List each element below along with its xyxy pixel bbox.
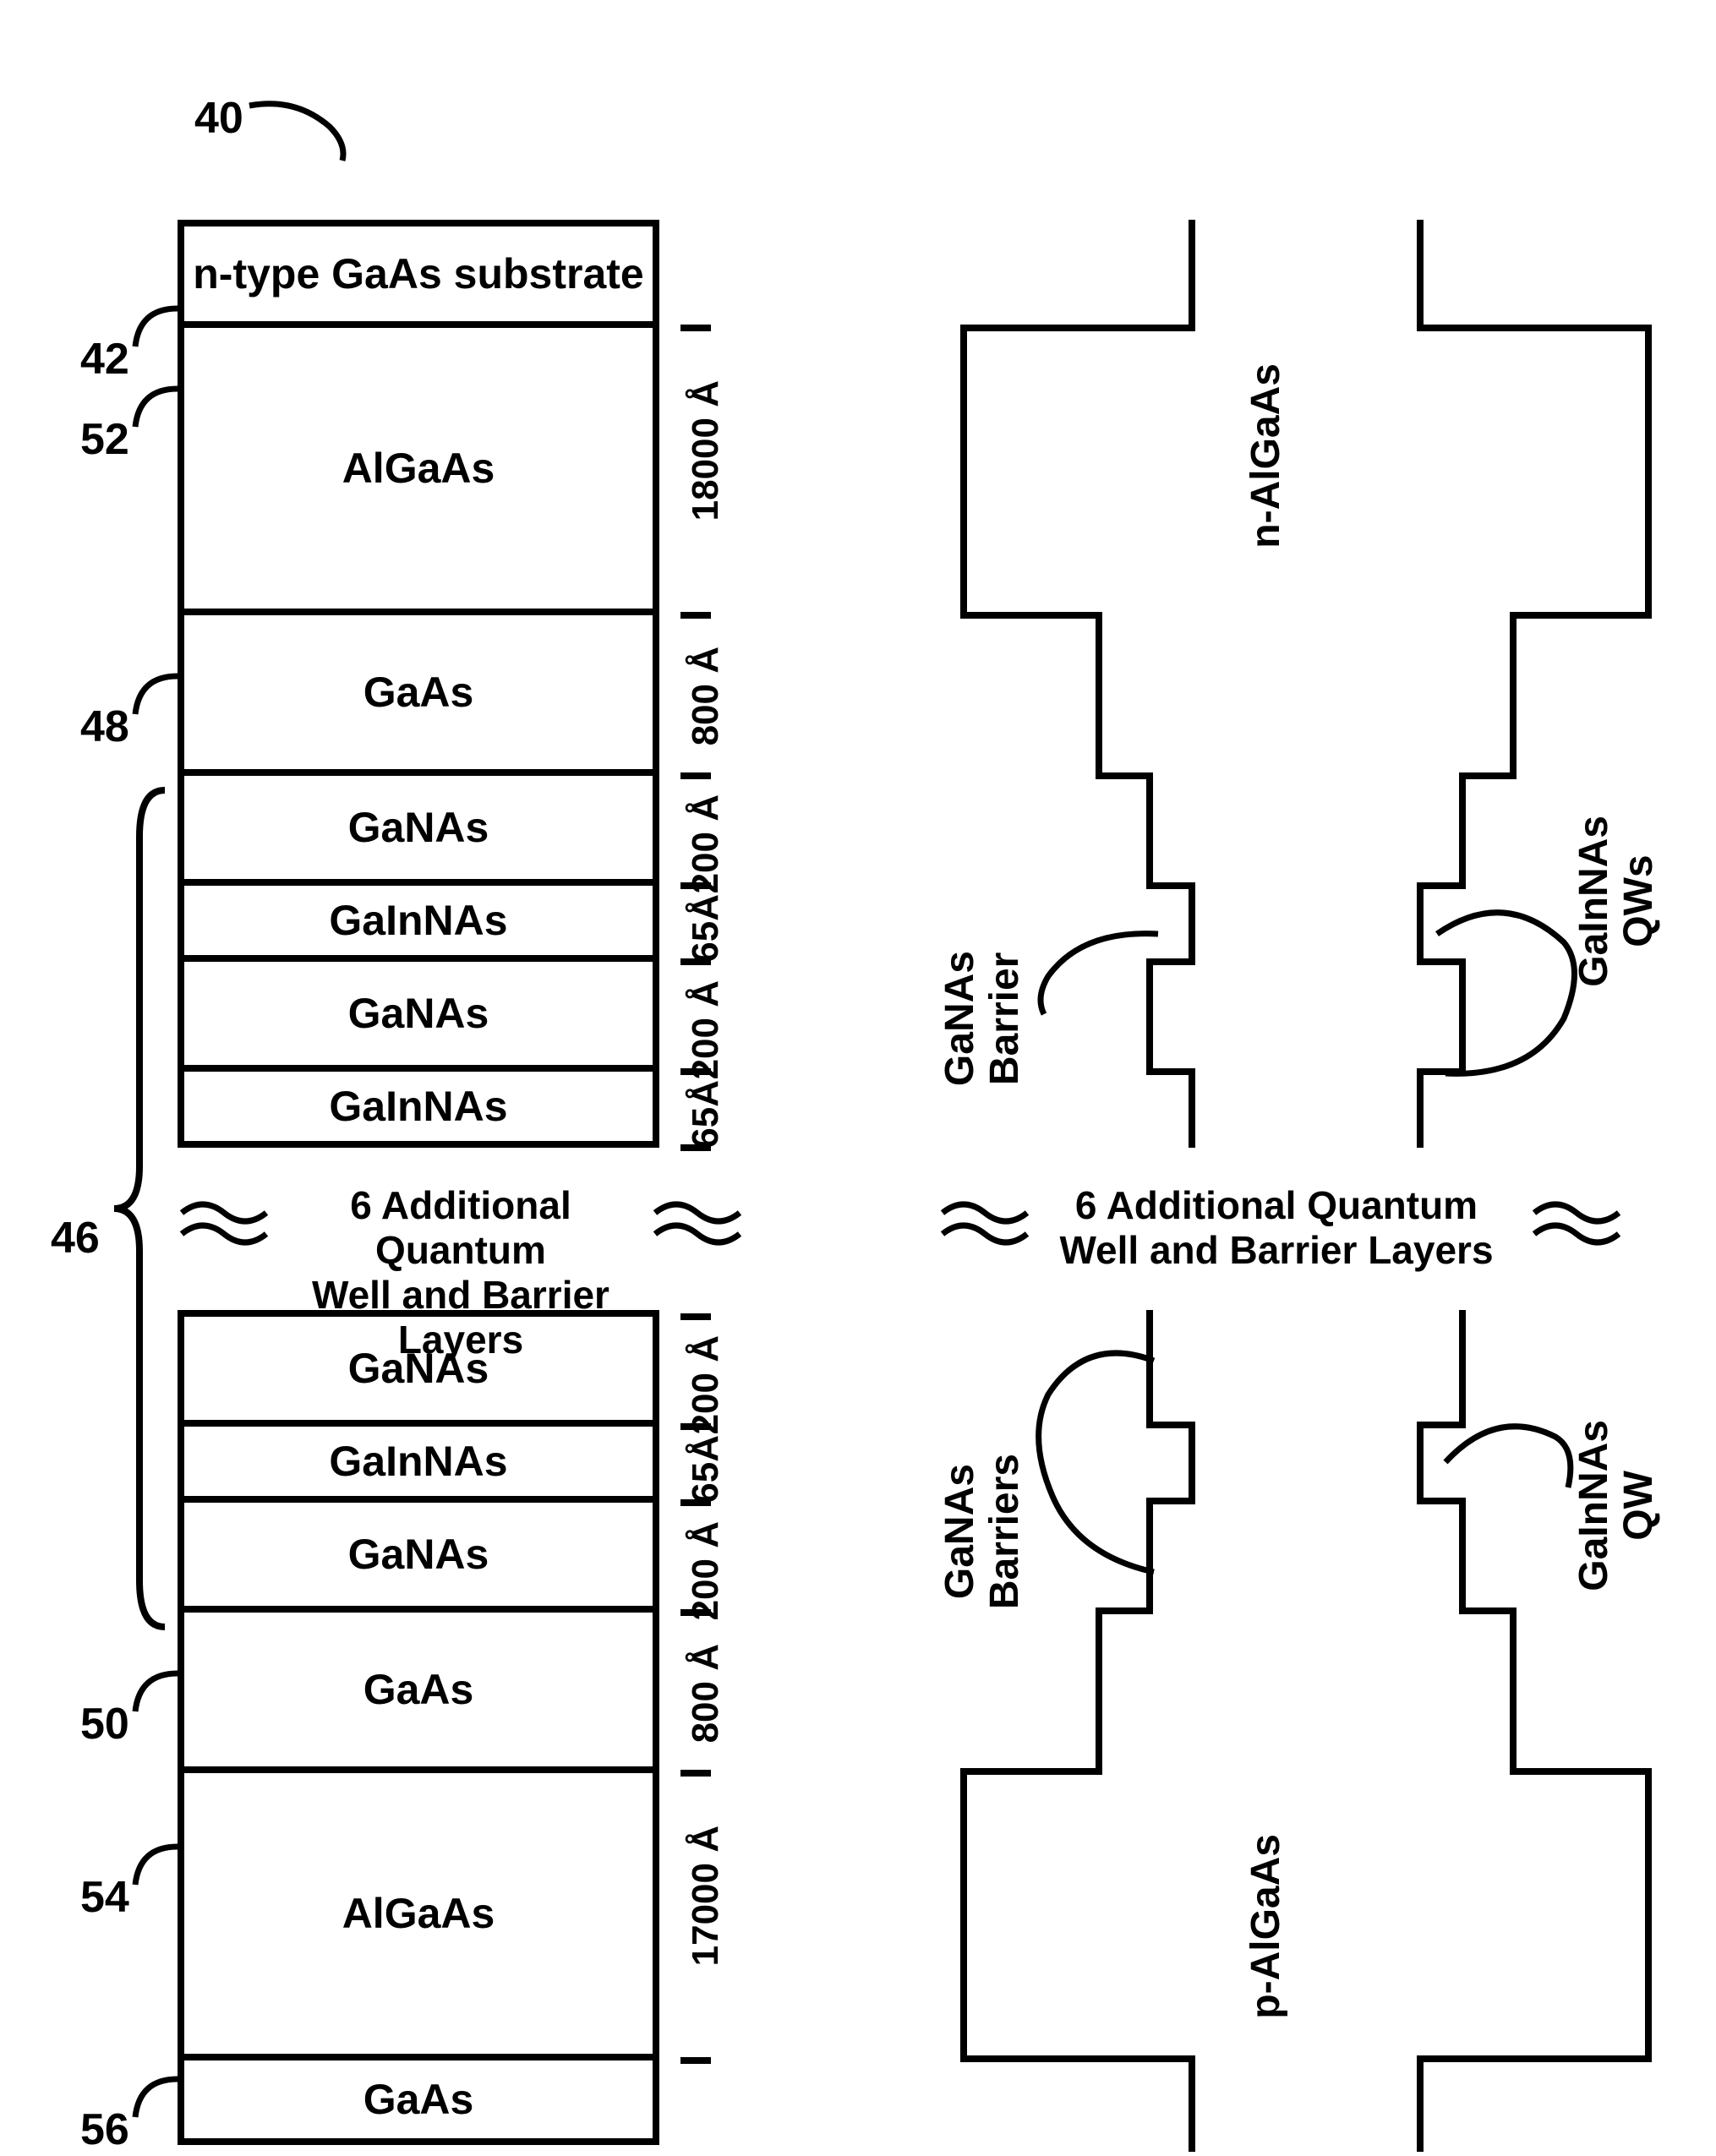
layer-gainnas1-label: GaInNAs	[329, 896, 507, 945]
layer-gainnas2: GaInNAs	[184, 1072, 653, 1148]
layer-gainnas3-label: GaInNAs	[329, 1437, 507, 1486]
tick-10	[680, 1499, 711, 1506]
layer-ganas4-label: GaNAs	[348, 1530, 489, 1579]
layer-algaas2: AlGaAs	[184, 1773, 653, 2060]
layer-gainnas1: GaInNAs	[184, 886, 653, 962]
ref-56: 56	[80, 2104, 129, 2155]
label-gainnas-qws: GaInNAsQWs	[1572, 816, 1662, 987]
ref-40: 40	[194, 93, 243, 144]
thick-gainnas2: 65Å	[685, 1080, 727, 1149]
layer-gainnas2-label: GaInNAs	[329, 1082, 507, 1131]
tilde-left-1	[178, 1192, 279, 1251]
thick-algaas1: 18000 Å	[685, 380, 727, 521]
ref-50: 50	[80, 1699, 129, 1749]
tilde-right-2	[1530, 1192, 1631, 1251]
tick-9	[680, 1423, 711, 1430]
ref-50-hook	[127, 1665, 186, 1716]
tick-6	[680, 1068, 711, 1075]
layer-ganas2: GaNAs	[184, 962, 653, 1072]
ref-40-hook	[245, 93, 355, 165]
thick-gaas1: 800 Å	[685, 647, 727, 745]
layer-gaas1-label: GaAs	[363, 668, 474, 717]
hook-gainnas-qw	[1437, 1403, 1581, 1504]
ref-54: 54	[80, 1872, 129, 1923]
layer-ganas4: GaNAs	[184, 1503, 653, 1613]
tick-8	[680, 1313, 711, 1320]
layer-gaas1: GaAs	[184, 615, 653, 776]
tick-1	[680, 325, 711, 331]
layer-ganas1-label: GaNAs	[348, 803, 489, 852]
tick-12	[680, 1770, 711, 1777]
tick-11	[680, 1609, 711, 1616]
tilde-left-2	[651, 1192, 752, 1251]
thick-ganas3: 200 Å	[685, 1335, 727, 1434]
tick-13	[680, 2057, 711, 2064]
ref-52: 52	[80, 414, 129, 465]
layer-gaas2-label: GaAs	[363, 1665, 474, 1714]
ref-46: 46	[51, 1213, 100, 1264]
thick-ganas4: 200 Å	[685, 1521, 727, 1620]
thick-algaas2: 17000 Å	[685, 1826, 727, 1966]
break-text-right: 6 Additional Quantum Well and Barrier La…	[1057, 1183, 1496, 1273]
layer-substrate: n-type GaAs substrate	[184, 227, 653, 328]
thick-gainnas3: 65Å	[685, 1435, 727, 1504]
layer-ganas2-label: GaNAs	[348, 989, 489, 1038]
layer-gaascap: GaAs	[184, 2060, 653, 2145]
layer-algaas1-label: AlGaAs	[342, 444, 495, 493]
layer-gaas2: GaAs	[184, 1613, 653, 1773]
ref-54-hook	[127, 1838, 186, 1889]
tick-7	[680, 1144, 711, 1151]
tick-2	[680, 612, 711, 619]
layer-gainnas3: GaInNAs	[184, 1427, 653, 1503]
figure-container: 40 n-type GaAs substrate AlGaAs GaAs GaN…	[0, 0, 1716, 2156]
layer-stack-bottom: GaNAs GaInNAs GaNAs GaAs AlGaAs GaAs	[178, 1310, 659, 2145]
thick-ganas2: 200 Å	[685, 980, 727, 1079]
label-ganas-barriers: GaNAsBarriers	[938, 1454, 1028, 1609]
label-gainnas-qw: GaInNAsQW	[1572, 1420, 1662, 1591]
ref-52-hook	[127, 380, 186, 431]
label-n-algaas: n-AlGaAs	[1243, 363, 1289, 549]
tick-5	[680, 958, 711, 965]
layer-algaas1: AlGaAs	[184, 328, 653, 615]
layer-gaascap-label: GaAs	[363, 2075, 474, 2124]
thick-gaas2: 800 Å	[685, 1644, 727, 1743]
tilde-right-1	[938, 1192, 1040, 1251]
tick-3	[680, 772, 711, 779]
hook-gainnas-qws	[1429, 883, 1581, 1094]
layer-ganas3: GaNAs	[184, 1317, 653, 1427]
ref-48: 48	[80, 701, 129, 752]
layer-algaas2-label: AlGaAs	[342, 1889, 495, 1938]
thick-ganas1: 200 Å	[685, 794, 727, 893]
break-text-left-line1: 6 Additional Quantum	[350, 1183, 571, 1272]
layer-ganas3-label: GaNAs	[348, 1344, 489, 1393]
ref-42-hook	[127, 300, 186, 351]
ref-48-hook	[127, 668, 186, 718]
tick-4	[680, 882, 711, 889]
layer-ganas1: GaNAs	[184, 776, 653, 886]
ref-46-brace	[106, 786, 173, 1631]
layer-substrate-label: n-type GaAs substrate	[193, 249, 643, 298]
label-ganas-barrier: GaNAsBarrier	[938, 951, 1028, 1086]
ref-42: 42	[80, 334, 129, 385]
layer-stack-top: n-type GaAs substrate AlGaAs GaAs GaNAs …	[178, 220, 659, 1148]
label-p-algaas: p-AlGaAs	[1243, 1834, 1289, 2019]
thick-gainnas1: 65Å	[685, 894, 727, 963]
ref-56-hook	[127, 2071, 186, 2121]
hook-ganas-barrier	[1031, 925, 1167, 1018]
hook-ganas-barriers	[1027, 1327, 1171, 1606]
